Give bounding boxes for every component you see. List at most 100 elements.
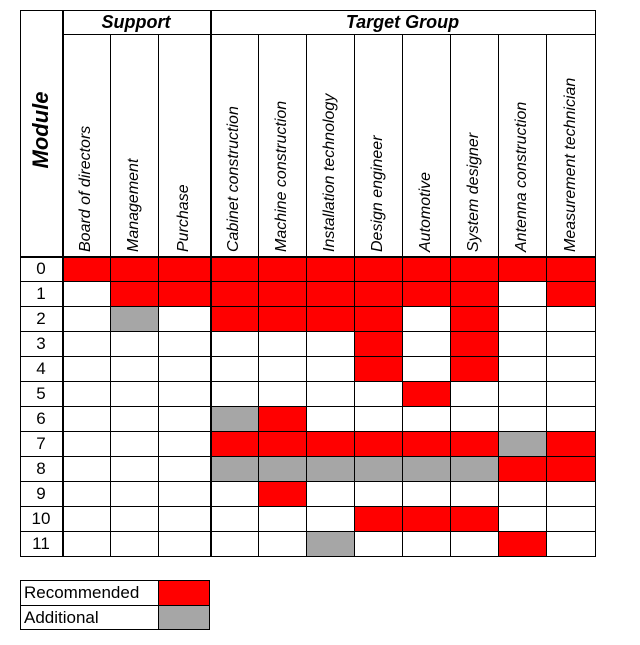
matrix-cell bbox=[402, 356, 450, 381]
matrix-cell bbox=[210, 456, 258, 481]
matrix-cell bbox=[402, 331, 450, 356]
matrix-cell bbox=[306, 281, 354, 306]
matrix-cell bbox=[546, 481, 595, 506]
matrix-cell bbox=[210, 356, 258, 381]
matrix-cell bbox=[354, 481, 402, 506]
grid-line bbox=[62, 10, 64, 556]
matrix-cell bbox=[354, 456, 402, 481]
legend-divider bbox=[20, 605, 210, 606]
matrix-cell bbox=[110, 456, 158, 481]
matrix-cell bbox=[498, 406, 546, 431]
matrix-cell bbox=[498, 281, 546, 306]
matrix-cell bbox=[258, 531, 306, 556]
column-header: Design engineer bbox=[369, 135, 386, 252]
matrix-cell bbox=[546, 256, 595, 281]
module-row-label: 9 bbox=[36, 484, 46, 503]
matrix-cell bbox=[498, 431, 546, 456]
matrix-cell bbox=[62, 381, 110, 406]
matrix-cell bbox=[306, 406, 354, 431]
grid-line bbox=[20, 481, 595, 482]
matrix-cell bbox=[546, 281, 595, 306]
column-header: Measurement technician bbox=[561, 77, 579, 252]
matrix-cell bbox=[258, 331, 306, 356]
matrix-cell bbox=[354, 531, 402, 556]
column-header: Machine construction bbox=[273, 100, 290, 252]
matrix-cell bbox=[450, 506, 498, 531]
grid-line bbox=[20, 306, 595, 307]
grid-line bbox=[258, 34, 259, 556]
matrix-cell bbox=[546, 506, 595, 531]
matrix-cell bbox=[402, 506, 450, 531]
matrix-cell bbox=[498, 456, 546, 481]
matrix-cell bbox=[546, 331, 595, 356]
grid-line bbox=[20, 256, 595, 258]
matrix-cell bbox=[258, 356, 306, 381]
grid-line bbox=[20, 281, 595, 282]
matrix-cell bbox=[210, 281, 258, 306]
matrix-cell bbox=[354, 331, 402, 356]
matrix-cell bbox=[450, 331, 498, 356]
grid-line bbox=[20, 10, 21, 556]
grid-line bbox=[450, 34, 451, 556]
matrix-cell bbox=[402, 431, 450, 456]
matrix-cell bbox=[450, 356, 498, 381]
matrix-cell bbox=[498, 506, 546, 531]
module-row-label: 0 bbox=[36, 259, 46, 278]
matrix-cell bbox=[402, 306, 450, 331]
matrix-cell bbox=[210, 256, 258, 281]
matrix-cell bbox=[158, 431, 210, 456]
matrix-cell bbox=[210, 381, 258, 406]
matrix-cell bbox=[62, 256, 110, 281]
matrix-cell bbox=[546, 431, 595, 456]
matrix-cell bbox=[354, 406, 402, 431]
column-header: Cabinet construction bbox=[225, 106, 242, 252]
matrix-cell bbox=[402, 531, 450, 556]
matrix-cell bbox=[402, 456, 450, 481]
matrix-cell bbox=[450, 406, 498, 431]
matrix-cell bbox=[158, 456, 210, 481]
matrix-cell bbox=[158, 331, 210, 356]
module-row-label: 8 bbox=[36, 459, 46, 478]
grid-line bbox=[20, 10, 595, 11]
grid-line bbox=[20, 356, 595, 357]
matrix-cell bbox=[62, 531, 110, 556]
matrix-cell bbox=[402, 256, 450, 281]
module-row-label: 7 bbox=[36, 434, 46, 453]
matrix-cell bbox=[158, 356, 210, 381]
matrix-cell bbox=[62, 506, 110, 531]
matrix-cell bbox=[354, 256, 402, 281]
module-row-label: 2 bbox=[36, 309, 46, 328]
matrix-cell bbox=[546, 456, 595, 481]
matrix-cell bbox=[306, 431, 354, 456]
matrix-cell bbox=[110, 356, 158, 381]
matrix-cell bbox=[450, 431, 498, 456]
matrix-cell bbox=[158, 281, 210, 306]
module-row-label: 4 bbox=[36, 359, 46, 378]
matrix-cell bbox=[546, 531, 595, 556]
matrix-cell bbox=[210, 406, 258, 431]
grid-line bbox=[20, 381, 595, 382]
matrix-cell bbox=[498, 256, 546, 281]
matrix-cell bbox=[62, 281, 110, 306]
matrix-cell bbox=[354, 506, 402, 531]
matrix-cell bbox=[546, 381, 595, 406]
grid-line bbox=[498, 34, 499, 556]
grid-line bbox=[402, 34, 403, 556]
matrix-cell bbox=[62, 406, 110, 431]
grid-line bbox=[20, 506, 595, 507]
matrix-cell bbox=[306, 306, 354, 331]
matrix-cell bbox=[110, 431, 158, 456]
matrix-cell bbox=[306, 531, 354, 556]
matrix-cell bbox=[306, 506, 354, 531]
matrix-cell bbox=[210, 531, 258, 556]
grid-line bbox=[20, 556, 595, 557]
matrix-cell bbox=[546, 356, 595, 381]
module-column-title: Module bbox=[28, 91, 53, 169]
matrix-cell bbox=[210, 306, 258, 331]
matrix-cell bbox=[258, 256, 306, 281]
legend-swatch-gray bbox=[158, 605, 210, 630]
matrix-cell bbox=[210, 481, 258, 506]
matrix-cell bbox=[110, 331, 158, 356]
matrix-cell bbox=[158, 406, 210, 431]
column-header: System designer bbox=[465, 132, 482, 252]
